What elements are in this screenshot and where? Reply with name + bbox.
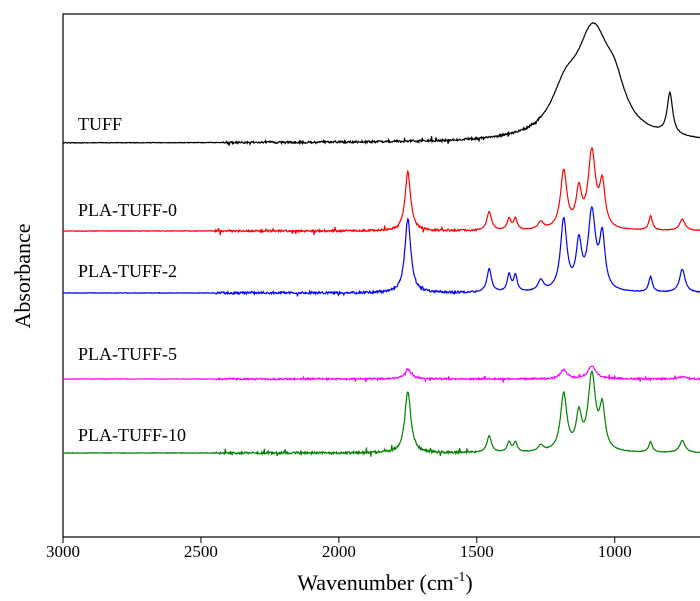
plot-frame [62, 13, 700, 538]
series-label-pla-tuff-2: PLA-TUFF-2 [78, 261, 177, 281]
series-label-layer: TUFF PLA-TUFF-0 PLA-TUFF-2 PLA-TUFF-5 PLA-TU… [78, 114, 186, 445]
x-tick-label-1500: 1500 [460, 542, 494, 561]
series-line-pla-tuff-0 [62, 147, 700, 236]
series-line-pla-tuff-10 [62, 370, 700, 457]
x-tick-label-2500: 2500 [184, 542, 218, 561]
x-tick-label-1000: 1000 [598, 542, 632, 561]
x-axis-unit-close: ) [465, 570, 472, 595]
x-axis-unit: (cm [420, 570, 454, 595]
series-label-pla-tuff-0: PLA-TUFF-0 [78, 200, 177, 220]
series-label-pla-tuff-10: PLA-TUFF-10 [78, 425, 186, 445]
x-tick-label-2000: 2000 [322, 542, 356, 561]
x-tick-label-3000: 3000 [46, 542, 80, 561]
series-line-pla-tuff-5 [62, 365, 700, 384]
x-axis-title-text: Wavenumber [297, 570, 414, 595]
series-layer [62, 22, 700, 457]
y-axis-title: Absorbance [10, 223, 35, 328]
x-axis-unit-exponent: -1 [454, 570, 466, 585]
series-label-pla-tuff-5: PLA-TUFF-5 [78, 344, 177, 364]
series-label-tuff: TUFF [78, 114, 122, 134]
x-axis-title: Wavenumber (cm-1) [297, 570, 472, 595]
series-line-tuff [62, 22, 700, 146]
x-axis-ticks: 3000 2500 2000 1500 1000 [46, 537, 632, 561]
series-line-pla-tuff-2 [62, 206, 700, 297]
